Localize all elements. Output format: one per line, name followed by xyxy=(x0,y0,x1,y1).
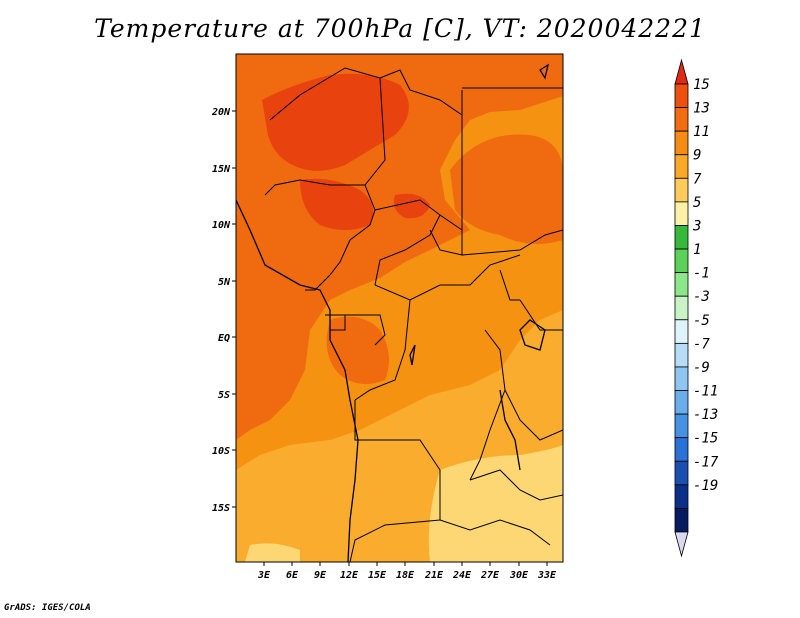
lon-label: 24E xyxy=(452,570,472,581)
colorbar-segment xyxy=(674,201,689,226)
colorbar-segment xyxy=(674,342,689,368)
colorbar-label: -19 xyxy=(693,478,718,494)
lon-label: 33E xyxy=(537,570,557,581)
colorbar-label: -3 xyxy=(693,289,710,305)
lon-label: 6E xyxy=(286,570,299,581)
colorbar-label: -11 xyxy=(693,384,718,400)
colorbar-label: 3 xyxy=(692,218,701,234)
field-5-7-b xyxy=(245,543,300,562)
chart-title: Temperature at 700hPa [C], VT: 202004222… xyxy=(94,14,706,43)
field-5-7 xyxy=(428,445,563,562)
colorbar-label: -9 xyxy=(693,360,710,376)
colorbar-segment xyxy=(674,272,689,297)
colorbar-label: 9 xyxy=(693,148,701,164)
lon-label: 12E xyxy=(340,570,359,581)
colorbar-segment xyxy=(674,248,689,274)
colorbar-segment xyxy=(674,83,689,108)
field-above-13-b xyxy=(300,178,374,230)
lat-label: 10N xyxy=(212,220,231,231)
colorbar-segment xyxy=(674,319,689,344)
colorbar-segment xyxy=(674,390,689,415)
colorbar-label: -5 xyxy=(693,313,710,329)
colorbar-segment xyxy=(674,508,689,533)
lat-label: 15S xyxy=(212,503,230,514)
colorbar-bottom-arrow xyxy=(674,531,689,558)
lat-ticks: 20N 15N 10N 5N EQ 5S 10S 15S xyxy=(211,107,236,514)
colorbar-segment xyxy=(674,130,689,156)
lon-label: 21E xyxy=(424,570,444,581)
colorbar-segment xyxy=(674,295,689,321)
colorbar-segment xyxy=(674,437,689,462)
colorbar-label: -17 xyxy=(693,454,719,470)
lon-label: 27E xyxy=(480,570,500,581)
lat-label: 15N xyxy=(212,164,231,175)
colorbar-label: 5 xyxy=(693,195,701,211)
field-11-13-congo xyxy=(326,316,389,384)
lon-label: 9E xyxy=(314,570,327,581)
lat-label: EQ xyxy=(218,333,230,344)
colorbar-label: -13 xyxy=(693,407,718,423)
colorbar-segment xyxy=(674,177,689,203)
colorbar-label: 15 xyxy=(693,77,710,93)
lon-label: 3E xyxy=(257,570,271,581)
field-above-13-c xyxy=(393,193,430,219)
colorbar: 15 13 11 9 7 5 3 1 -1 -3 -5 -7 -9 -11 -13 -15 -17 -19 xyxy=(674,58,719,558)
colorbar-segment xyxy=(674,460,689,486)
field-above-13 xyxy=(262,73,409,171)
colorbar-label: 7 xyxy=(693,171,702,187)
colorbar-segment xyxy=(674,107,689,132)
colorbar-segment xyxy=(674,225,689,250)
lat-label: 5S xyxy=(218,390,230,401)
colorbar-label: -15 xyxy=(693,431,718,447)
lon-ticks: 3E 6E 9E 12E 15E 18E 21E 24E 27E 30E 33E xyxy=(257,562,557,581)
colorbar-top-arrow xyxy=(674,58,689,85)
colorbar-segment xyxy=(674,484,689,509)
country-borders xyxy=(264,67,563,562)
lon-label: 15E xyxy=(368,570,387,581)
colorbar-label: 1 xyxy=(693,242,701,258)
map-frame xyxy=(235,53,564,563)
colorbar-label: 13 xyxy=(693,101,710,117)
colorbar-segment xyxy=(674,366,689,391)
lat-label: 20N xyxy=(211,107,231,118)
colorbar-label: -7 xyxy=(693,336,710,352)
colorbar-label: -1 xyxy=(693,266,710,282)
credit-text: GrADS: IGES/COLA xyxy=(4,603,91,613)
colorbar-segment xyxy=(674,413,689,439)
colorbar-segment xyxy=(674,154,689,179)
colorbar-label: 11 xyxy=(693,124,710,140)
lat-label: 5N xyxy=(218,277,231,288)
lon-label: 18E xyxy=(396,570,415,581)
lon-label: 30E xyxy=(509,570,529,581)
temperature-map xyxy=(236,54,563,562)
lat-label: 10S xyxy=(212,446,230,457)
coastline xyxy=(236,63,549,562)
field-11-13-east xyxy=(450,134,563,244)
